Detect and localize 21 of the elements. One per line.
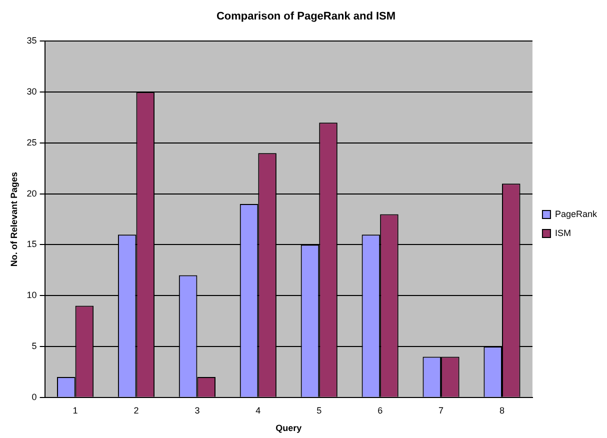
x-tick-label: 2 [134, 405, 139, 416]
y-tick-label: 35 [26, 36, 37, 46]
y-tick-label: 25 [26, 137, 37, 148]
x-tick-label: 7 [438, 405, 444, 416]
y-tick-label: 5 [32, 341, 37, 351]
y-tick-label: 20 [26, 188, 37, 198]
x-tick-label: 6 [378, 405, 383, 416]
x-tick-label: 4 [256, 405, 261, 416]
legend-label: PageRank [554, 208, 598, 219]
x-tick-label: 8 [499, 405, 504, 416]
legend-label: ISM [554, 228, 571, 238]
x-tick-label: 5 [316, 405, 322, 416]
x-axis-title: Query [276, 423, 302, 434]
y-tick-label: 30 [26, 86, 37, 97]
x-tick-label: 1 [72, 405, 78, 416]
x-tick-label: 3 [194, 405, 200, 416]
y-tick-label: 15 [26, 239, 37, 250]
y-axis-title: No. of Relevant Pages [8, 172, 19, 267]
y-tick-label: 10 [26, 290, 37, 300]
chart-title: Comparison of PageRank and ISM [216, 10, 396, 23]
y-tick-label: 0 [32, 392, 37, 402]
